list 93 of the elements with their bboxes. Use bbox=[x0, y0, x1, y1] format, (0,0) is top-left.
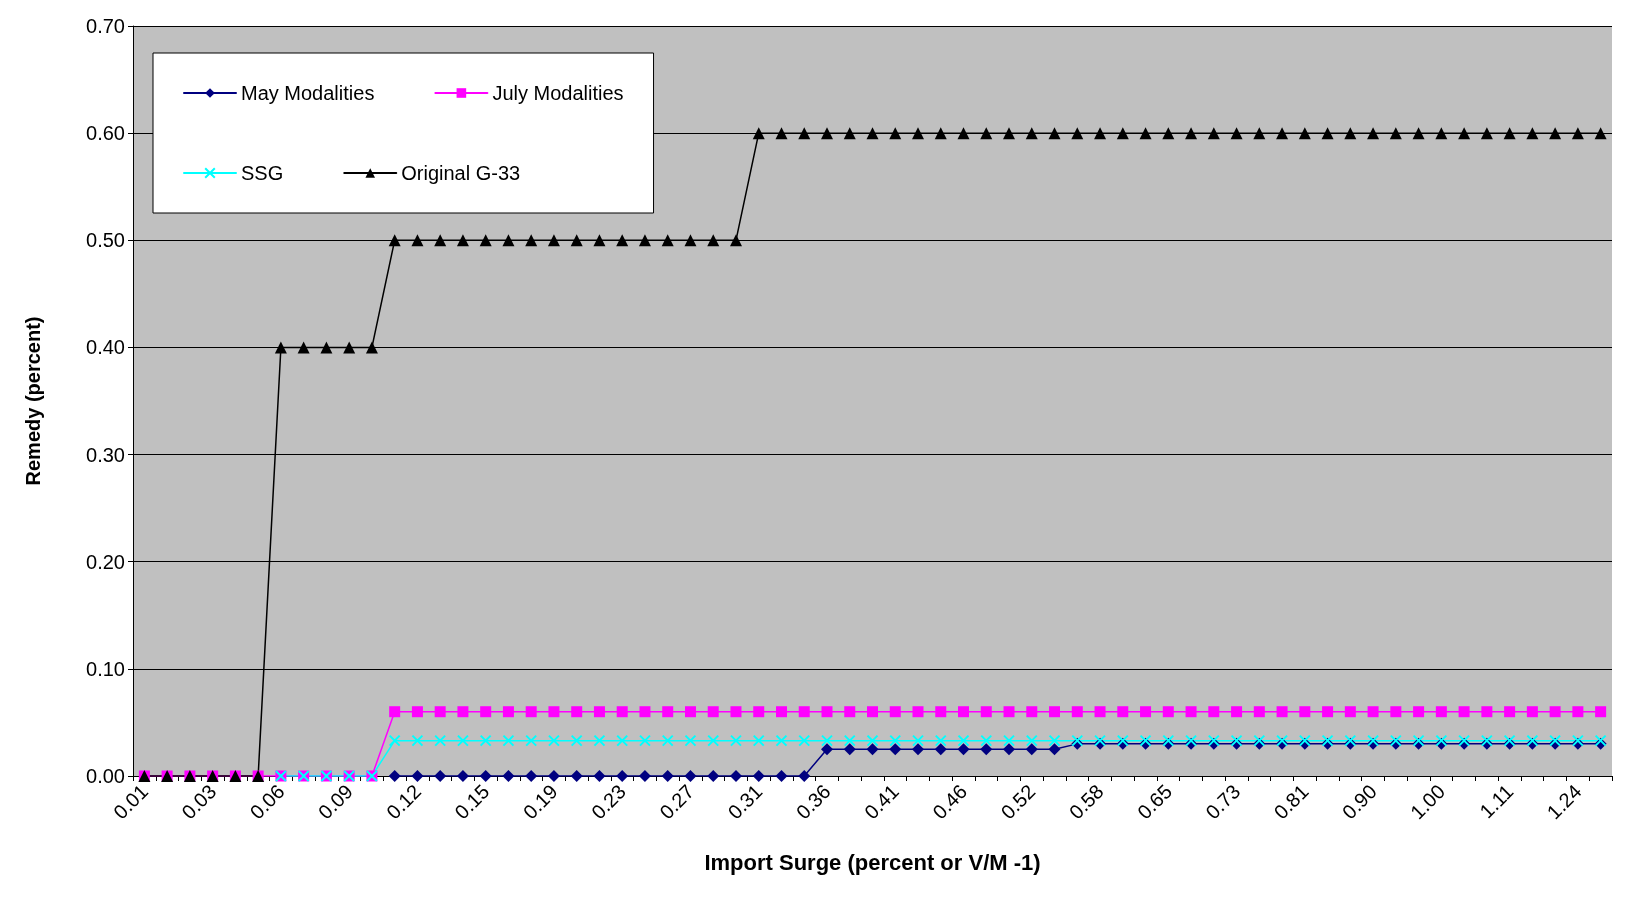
point bbox=[912, 734, 925, 747]
point bbox=[980, 734, 993, 747]
point bbox=[889, 743, 902, 756]
x-tick-label: 0.41 bbox=[859, 780, 904, 824]
point bbox=[638, 734, 651, 747]
y-tick-label: 0.60 bbox=[86, 122, 125, 145]
point bbox=[661, 734, 674, 747]
point bbox=[707, 770, 720, 782]
point bbox=[729, 734, 742, 747]
point bbox=[1003, 734, 1016, 747]
point bbox=[570, 770, 583, 782]
point bbox=[866, 734, 879, 747]
point bbox=[570, 734, 583, 747]
y-tick-label: 0.50 bbox=[86, 229, 125, 252]
point bbox=[388, 770, 401, 782]
y-axis-title: Remedy (percent) bbox=[22, 316, 44, 486]
legend-label: May Modalities bbox=[241, 82, 375, 104]
y-tick-label: 0.70 bbox=[86, 15, 125, 37]
point bbox=[957, 734, 970, 747]
point bbox=[843, 734, 856, 747]
point bbox=[1048, 734, 1061, 747]
point bbox=[752, 770, 765, 782]
point bbox=[980, 743, 993, 756]
x-tick-label: 0.58 bbox=[1064, 780, 1108, 824]
x-tick-label: 0.81 bbox=[1269, 780, 1313, 824]
point bbox=[798, 734, 811, 747]
legend-label: July Modalities bbox=[492, 82, 624, 104]
point bbox=[456, 770, 469, 782]
point bbox=[525, 770, 538, 782]
x-axis-title: Import Surge (percent or V/M -1) bbox=[704, 849, 1041, 875]
point bbox=[502, 770, 515, 782]
point bbox=[752, 734, 765, 747]
x-tick-label: 0.31 bbox=[723, 780, 767, 824]
x-tick-label: 1.11 bbox=[1475, 780, 1518, 823]
x-tick-label: 0.73 bbox=[1201, 780, 1245, 824]
point bbox=[638, 770, 651, 782]
point bbox=[1025, 743, 1038, 756]
x-tick-label: 0.19 bbox=[518, 780, 562, 824]
point bbox=[456, 734, 469, 747]
point bbox=[707, 734, 720, 747]
x-tick-label: 0.15 bbox=[450, 780, 494, 824]
point bbox=[616, 734, 629, 747]
x-tick-label: 0.90 bbox=[1337, 780, 1381, 824]
y-tick-label: 0.30 bbox=[86, 443, 125, 466]
point bbox=[502, 734, 515, 747]
point bbox=[820, 734, 833, 747]
point bbox=[411, 734, 424, 747]
point bbox=[547, 734, 560, 747]
point bbox=[820, 743, 833, 756]
point bbox=[684, 770, 697, 782]
x-tick-label: 0.36 bbox=[791, 780, 835, 824]
point bbox=[525, 734, 538, 747]
point bbox=[616, 770, 629, 782]
y-tick-label: 0.00 bbox=[86, 765, 125, 787]
y-tick-label: 0.20 bbox=[86, 550, 125, 573]
point bbox=[593, 770, 606, 782]
point bbox=[843, 743, 856, 756]
legend-label: SSG bbox=[241, 162, 284, 184]
point bbox=[1025, 734, 1038, 747]
y-tick-label: 0.10 bbox=[86, 657, 125, 680]
y-tick-label: 0.40 bbox=[86, 336, 125, 359]
point bbox=[1003, 743, 1016, 756]
point bbox=[912, 743, 925, 756]
point bbox=[593, 734, 606, 747]
x-tick-label: 0.03 bbox=[177, 780, 221, 824]
point bbox=[684, 734, 697, 747]
point bbox=[434, 770, 447, 782]
x-tick-label: 0.52 bbox=[996, 780, 1040, 824]
point bbox=[547, 770, 560, 782]
point bbox=[775, 734, 788, 747]
x-tick-label: 0.09 bbox=[313, 780, 357, 824]
point bbox=[957, 743, 970, 756]
point bbox=[479, 770, 492, 782]
point bbox=[661, 770, 674, 782]
point bbox=[434, 734, 447, 747]
point bbox=[934, 743, 947, 756]
point bbox=[934, 734, 947, 747]
x-tick-label: 0.23 bbox=[586, 780, 630, 824]
point bbox=[889, 734, 902, 747]
x-tick-label: 0.06 bbox=[245, 780, 289, 824]
point bbox=[729, 770, 742, 782]
point bbox=[775, 770, 788, 782]
x-tick-label: 0.46 bbox=[928, 780, 972, 824]
point bbox=[479, 734, 492, 747]
x-tick-label: 0.12 bbox=[382, 780, 426, 824]
x-tick-label: 0.27 bbox=[655, 780, 699, 824]
point bbox=[798, 770, 811, 782]
point bbox=[411, 770, 424, 782]
point bbox=[866, 743, 879, 756]
point bbox=[388, 734, 401, 747]
x-tick-label: 0.65 bbox=[1133, 780, 1177, 824]
legend-label: Original G-33 bbox=[401, 162, 521, 184]
point bbox=[1048, 743, 1061, 756]
